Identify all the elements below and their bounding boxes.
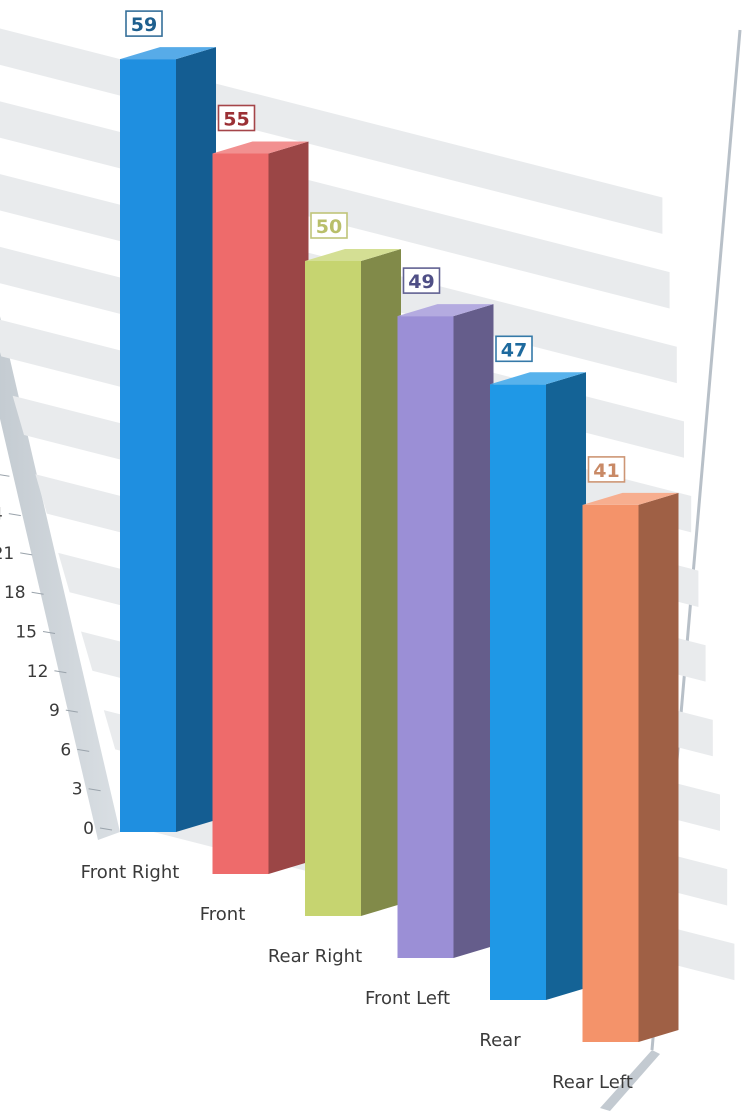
bar: 50 <box>305 212 401 916</box>
bar-top <box>305 249 401 261</box>
y-tick-mark <box>31 591 44 595</box>
bar: 59 <box>120 10 216 833</box>
value-label-box <box>495 335 533 363</box>
bar-top <box>397 304 494 317</box>
y-tick-label: 12 <box>27 662 49 682</box>
bar: 49 <box>397 267 494 959</box>
y-tick-mark <box>65 709 78 713</box>
y-tick-mark <box>20 552 33 556</box>
floor-edge <box>600 1050 660 1111</box>
value-label: 47 <box>501 339 527 361</box>
bar-top <box>582 492 679 505</box>
value-label: 55 <box>223 109 249 131</box>
bar-front <box>305 261 361 916</box>
value-label-box <box>402 267 441 294</box>
value-label-box <box>125 10 163 37</box>
bar-front <box>490 384 546 1000</box>
value-label: 41 <box>593 460 619 482</box>
y-axis: 0369121518212427303336394245485154576063 <box>0 474 113 839</box>
bar-side <box>268 141 309 874</box>
bar-top <box>120 47 216 60</box>
bar-top <box>212 141 309 154</box>
category-label: Front Left <box>365 988 450 1009</box>
bar-side <box>546 372 586 1000</box>
y-tick-label: 18 <box>4 583 26 603</box>
y-tick-label: 15 <box>15 623 37 643</box>
left-wall <box>0 316 120 840</box>
y-tick-mark <box>8 513 21 517</box>
category-label: Front <box>200 904 246 925</box>
bar-front <box>397 316 454 959</box>
y-tick-label: 6 <box>60 740 71 760</box>
category-label: Front Right <box>81 862 180 883</box>
bar-side <box>453 304 494 959</box>
bar-side <box>638 492 679 1042</box>
y-tick-mark <box>54 670 67 674</box>
y-tick-label: 3 <box>72 780 83 800</box>
y-tick-mark <box>77 748 90 752</box>
y-tick-label: 24 <box>0 505 3 525</box>
bar: 47 <box>490 335 586 1000</box>
bar-front <box>212 153 269 874</box>
bar-side <box>361 249 401 916</box>
category-label: Rear Left <box>552 1072 633 1093</box>
value-label: 59 <box>131 14 157 36</box>
bar: 41 <box>582 456 679 1042</box>
value-label-box <box>217 104 256 132</box>
value-label-box <box>587 456 626 483</box>
y-tick-mark <box>99 827 113 831</box>
y-tick-mark <box>88 788 101 792</box>
bar-front <box>582 504 639 1042</box>
y-tick-mark <box>0 474 10 477</box>
value-label: 49 <box>408 271 434 293</box>
bar-top <box>490 372 586 385</box>
y-tick-mark <box>42 631 56 634</box>
y-tick-label: 0 <box>83 819 94 839</box>
bar-front <box>120 59 176 833</box>
bar-side <box>176 47 216 833</box>
bar: 55 <box>212 104 309 874</box>
value-label: 50 <box>316 216 342 238</box>
category-label: Rear <box>479 1030 521 1051</box>
value-label-box <box>310 212 348 239</box>
category-label: Rear Right <box>268 946 362 967</box>
bars: 59 55 50 49 47 41 <box>120 10 679 1042</box>
y-tick-label: 9 <box>49 701 60 721</box>
y-tick-label: 21 <box>0 544 14 564</box>
